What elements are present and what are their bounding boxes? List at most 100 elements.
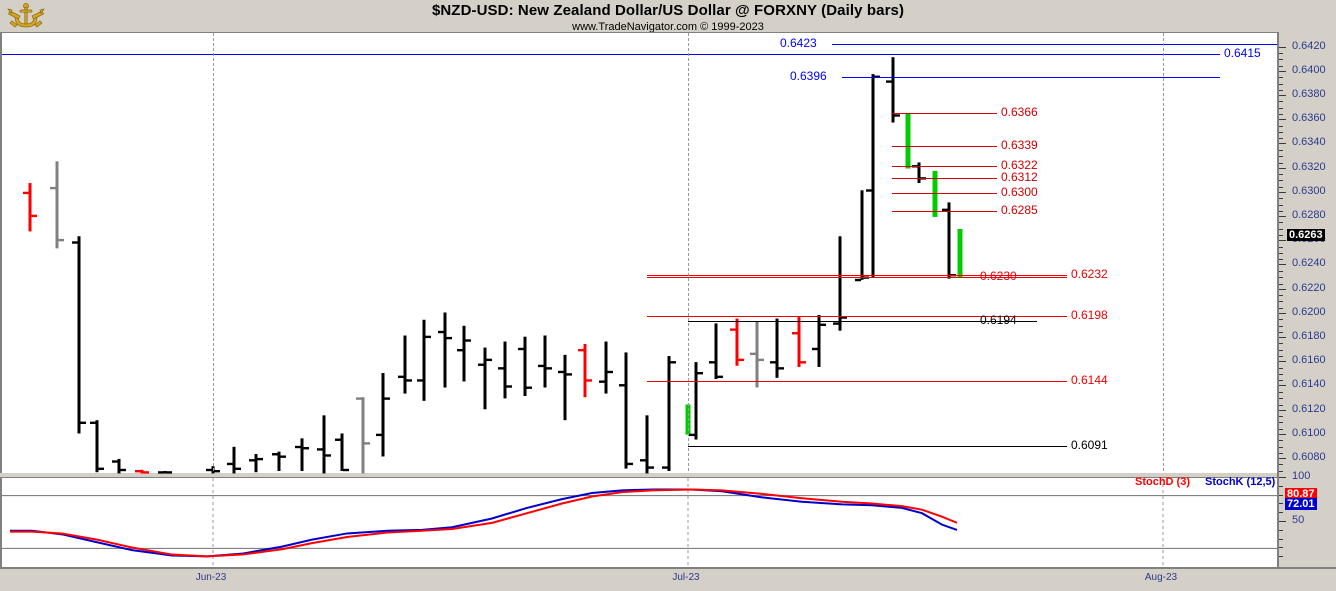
ohlc-bar <box>709 323 723 380</box>
price-level-line-0.6230 <box>647 277 1067 279</box>
stochk-legend: StochK (12,5) <box>1205 476 1276 488</box>
price-tick-minor <box>1279 319 1283 321</box>
month-gridline <box>1163 33 1164 471</box>
anchor-logo <box>4 1 48 31</box>
price-tick-minor <box>1279 59 1283 61</box>
page-title: $NZD-USD: New Zealand Dollar/US Dollar @… <box>431 2 905 19</box>
price-tick <box>1279 240 1286 242</box>
ohlc-bar <box>640 415 654 474</box>
stochastic-axis[interactable]: 100 50 80.87 72.01 <box>1277 470 1336 567</box>
price-level-line-0.6091 <box>688 445 1067 447</box>
price-tick-minor <box>1279 198 1283 200</box>
price-tick-minor <box>1279 294 1283 296</box>
ohlc-bar <box>578 343 592 398</box>
price-tick-minor <box>1279 156 1283 158</box>
price-axis[interactable]: 0.6420 0.6400 0.6380 0.6360 0.6340 0.6320 0.63… <box>1277 32 1336 479</box>
price-level-label-0.6312: 0.6312 <box>1001 170 1038 185</box>
price-tick-minor <box>1279 332 1283 334</box>
price-tick-minor <box>1279 65 1283 67</box>
price-tick <box>1279 433 1286 435</box>
price-tick-minor <box>1279 391 1283 393</box>
price-tick <box>1279 46 1286 48</box>
price-tick-minor <box>1279 277 1283 279</box>
price-axis-label: 0.6320 <box>1292 160 1326 173</box>
price-level-line-0.6339 <box>892 145 997 147</box>
price-level-line-0.6194 <box>688 320 1037 322</box>
stoch-tick <box>1279 477 1286 478</box>
ohlc-bar <box>135 469 149 474</box>
price-tick-minor <box>1279 307 1283 309</box>
price-tick <box>1279 312 1286 314</box>
price-level-label-0.6339: 0.6339 <box>1001 137 1038 152</box>
ohlc-bar <box>812 314 826 367</box>
price-tick-minor <box>1279 235 1283 237</box>
price-chart-pane[interactable]: 0.6423 0.6415 0.6396 0.6366 0.6339 0.6322 0.63… <box>0 32 1279 506</box>
stoch-tick-minor <box>1279 556 1283 558</box>
price-axis-label: 0.6120 <box>1292 402 1326 415</box>
price-level-line-0.6285 <box>892 210 997 212</box>
price-bars-canvas <box>23 57 963 474</box>
stochastic-canvas <box>2 478 1277 566</box>
price-axis-label: 0.6220 <box>1292 281 1326 294</box>
price-axis-label: 0.6080 <box>1292 450 1326 463</box>
price-tick-minor <box>1279 90 1283 92</box>
price-level-label-0.6194: 0.6194 <box>980 312 1017 327</box>
stochastic-pane[interactable]: StochD (3) StochK (12,5) <box>0 476 1279 568</box>
stoch-axis-label: 100 <box>1292 470 1311 482</box>
ohlc-bar <box>295 438 309 471</box>
price-tick-minor <box>1279 367 1283 369</box>
price-axis-label: 0.6340 <box>1292 136 1326 149</box>
price-tick-minor <box>1279 373 1283 375</box>
price-level-label-0.6198: 0.6198 <box>1071 308 1108 323</box>
price-tick-minor <box>1279 131 1283 133</box>
ohlc-bar <box>158 471 172 474</box>
price-axis-label: 0.6100 <box>1292 426 1326 439</box>
price-level-label-0.6322: 0.6322 <box>1001 158 1038 173</box>
price-tick-minor <box>1279 404 1283 406</box>
price-tick-minor <box>1279 422 1283 424</box>
price-tick-minor <box>1279 349 1283 351</box>
ohlc-bar <box>478 347 492 410</box>
price-level-label-0.6091: 0.6091 <box>1071 437 1108 452</box>
price-level-label-0.6300: 0.6300 <box>1001 184 1038 199</box>
price-tick-minor <box>1279 180 1283 182</box>
price-tick-minor <box>1279 446 1283 448</box>
price-level-label-0.6423: 0.6423 <box>780 35 817 50</box>
price-level-line-0.6366 <box>892 112 997 114</box>
price-tick-minor <box>1279 259 1283 261</box>
stoch-series-d <box>10 488 958 558</box>
date-axis[interactable]: Jun-23 Jul-23 Aug-23 <box>0 567 1336 591</box>
price-tick-minor <box>1279 186 1283 188</box>
stoch-tick-minor <box>1279 547 1283 549</box>
price-tick <box>1279 409 1286 411</box>
price-tick <box>1279 288 1286 290</box>
price-tick <box>1279 336 1286 338</box>
price-axis-label: 0.6280 <box>1292 208 1326 221</box>
price-tick-minor <box>1279 440 1283 442</box>
ohlc-bar <box>227 446 241 474</box>
ohlc-bar <box>112 458 126 474</box>
ohlc-bar <box>942 202 956 279</box>
price-tick-minor <box>1279 107 1283 109</box>
stoch-series-k <box>10 488 958 558</box>
ohlc-bar <box>855 190 869 282</box>
ohlc-bar <box>905 112 911 169</box>
price-tick-minor <box>1279 428 1283 430</box>
price-tick-minor <box>1279 453 1283 455</box>
price-axis-label: 0.6420 <box>1292 39 1326 52</box>
price-tick-minor <box>1279 415 1283 417</box>
price-tick-minor <box>1279 343 1283 345</box>
stoch-tick-minor <box>1279 494 1283 496</box>
price-tick <box>1279 385 1286 387</box>
price-tick <box>1279 119 1286 121</box>
price-tick-minor <box>1279 301 1283 303</box>
stoch-tick-minor <box>1279 538 1283 540</box>
ohlc-bar <box>335 433 349 472</box>
price-tick <box>1279 167 1286 169</box>
ohlc-bar <box>792 316 806 367</box>
price-axis-label: 0.6200 <box>1292 305 1326 318</box>
price-level-label-0.6285: 0.6285 <box>1001 202 1038 217</box>
price-tick-minor <box>1279 204 1283 206</box>
price-tick-minor <box>1279 252 1283 254</box>
